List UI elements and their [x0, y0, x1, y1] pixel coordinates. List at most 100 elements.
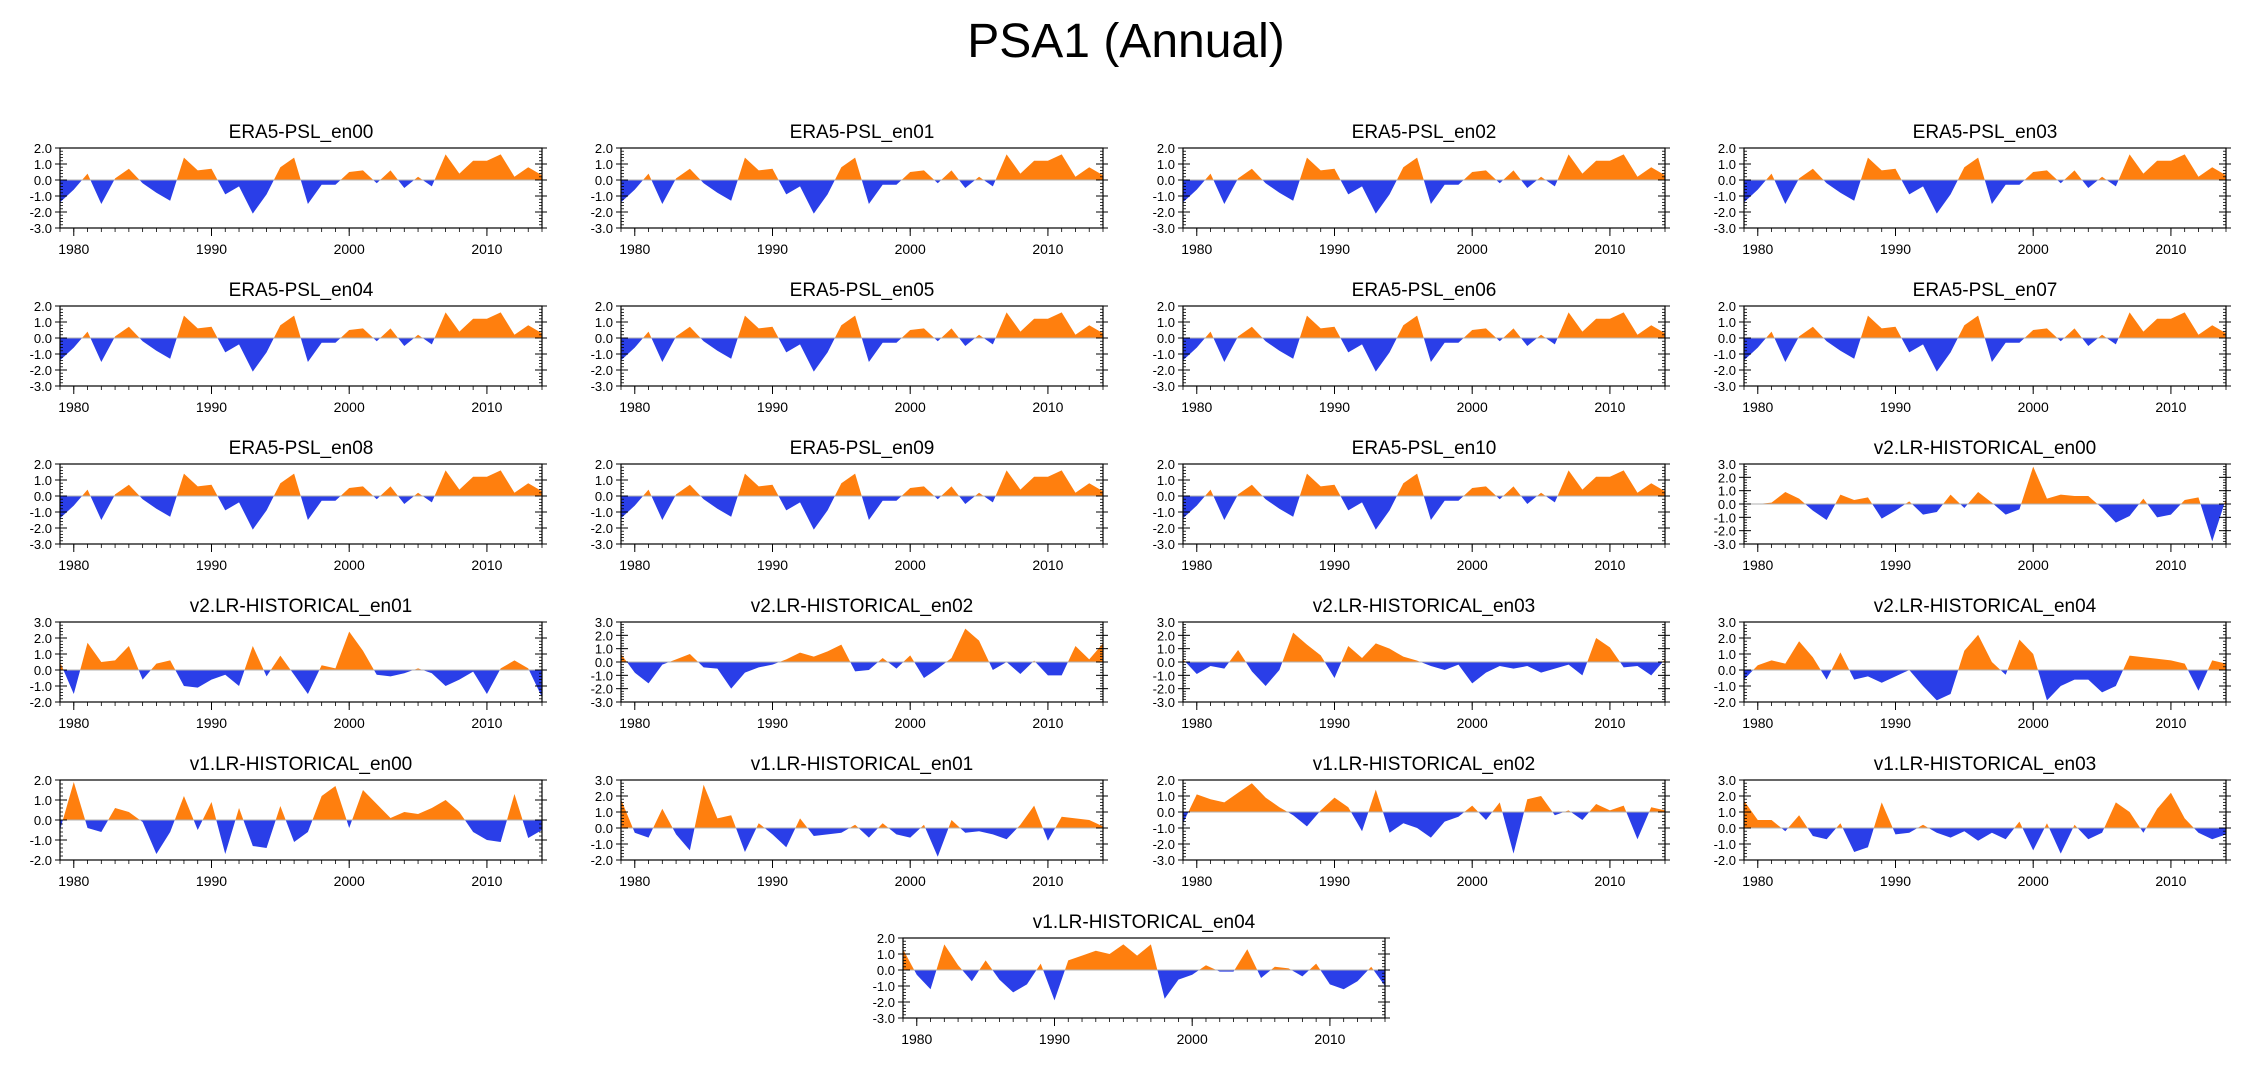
- y-tick-label: 0.0: [1157, 173, 1175, 188]
- panel-title: ERA5-PSL_en07: [1913, 280, 2058, 301]
- y-tick-label: -3.0: [591, 379, 613, 394]
- y-tick-label: 1.0: [1157, 157, 1175, 172]
- x-tick-label: 2000: [1457, 873, 1488, 889]
- positive-area: [60, 782, 542, 820]
- x-tick-label: 2000: [2018, 557, 2049, 573]
- chart-panel: v1.LR-HISTORICAL_en00 2.0 1.0 0.0 -1.0 -2.0 19…: [30, 754, 547, 889]
- positive-area: [1744, 792, 2226, 828]
- positive-area: [60, 631, 542, 670]
- negative-area: [621, 662, 1103, 689]
- y-tick-label: 0.0: [595, 821, 613, 836]
- y-tick-label: -2.0: [1714, 363, 1736, 378]
- positive-area: [621, 312, 1103, 338]
- y-tick-label: 1.0: [1718, 157, 1736, 172]
- x-tick-label: 1990: [1880, 399, 1911, 415]
- negative-area: [60, 338, 542, 372]
- x-tick-label: 1990: [196, 399, 227, 415]
- chart-panel: v2.LR-HISTORICAL_en01 3.02.01.00.0-1.0-2.…: [30, 596, 547, 731]
- x-tick-label: 1980: [1742, 715, 1773, 731]
- panel-title: v1.LR-HISTORICAL_en04: [1033, 912, 1256, 933]
- y-tick-label: 1.0: [1157, 789, 1175, 804]
- positive-area: [1744, 466, 2226, 504]
- positive-area: [60, 312, 542, 338]
- positive-area: [903, 944, 1385, 970]
- y-tick-label: -1.0: [1153, 347, 1175, 362]
- negative-area: [1744, 828, 2226, 854]
- x-tick-label: 2010: [1032, 399, 1063, 415]
- y-tick-label: 0.0: [1718, 663, 1736, 678]
- y-tick-label: 0.0: [1157, 489, 1175, 504]
- x-tick-label: 1980: [58, 241, 89, 257]
- y-tick-label: 1.0: [595, 805, 613, 820]
- y-tick-label: 3.0: [1157, 615, 1175, 630]
- y-tick-label: -3.0: [30, 221, 52, 236]
- y-tick-label: -1.0: [1714, 837, 1736, 852]
- x-tick-label: 1980: [58, 557, 89, 573]
- x-tick-label: 2000: [334, 715, 365, 731]
- y-tick-label: -2.0: [591, 682, 613, 697]
- y-tick-label: -2.0: [1153, 205, 1175, 220]
- y-tick-label: -3.0: [1153, 379, 1175, 394]
- x-tick-label: 2010: [1032, 873, 1063, 889]
- negative-area: [1744, 180, 2226, 214]
- x-tick-label: 1990: [196, 557, 227, 573]
- y-tick-label: 2.0: [595, 628, 613, 643]
- x-tick-label: 1980: [619, 557, 650, 573]
- panel-title: v2.LR-HISTORICAL_en00: [1874, 438, 2096, 459]
- y-tick-label: 3.0: [1718, 457, 1736, 472]
- y-tick-label: 1.0: [34, 315, 52, 330]
- y-tick-label: 0.0: [595, 655, 613, 670]
- y-tick-label: 2.0: [1718, 299, 1736, 314]
- y-tick-label: 0.0: [34, 663, 52, 678]
- y-tick-label: 2.0: [595, 457, 613, 472]
- y-tick-label: -1.0: [591, 505, 613, 520]
- y-tick-label: 0.0: [1718, 497, 1736, 512]
- positive-area: [621, 628, 1103, 662]
- y-tick-label: -3.0: [30, 379, 52, 394]
- y-tick-label: 3.0: [1718, 773, 1736, 788]
- panel-title: ERA5-PSL_en04: [229, 280, 374, 301]
- y-tick-label: -2.0: [30, 695, 52, 710]
- negative-area: [1744, 338, 2226, 372]
- y-tick-label: -2.0: [1714, 695, 1736, 710]
- y-tick-label: 2.0: [595, 299, 613, 314]
- y-tick-label: -1.0: [1714, 510, 1736, 525]
- x-tick-label: 1980: [901, 1031, 932, 1047]
- positive-area: [621, 470, 1103, 496]
- y-tick-label: -1.0: [1153, 821, 1175, 836]
- x-tick-label: 1990: [757, 557, 788, 573]
- positive-area: [1183, 312, 1665, 338]
- y-tick-label: -3.0: [591, 695, 613, 710]
- negative-area: [60, 180, 542, 214]
- positive-area: [60, 470, 542, 496]
- x-tick-label: 2010: [1032, 241, 1063, 257]
- y-tick-label: 0.0: [1718, 173, 1736, 188]
- chart-panel: v2.LR-HISTORICAL_en03 3.02.01.00.0-1.0-2.…: [1153, 596, 1670, 731]
- y-tick-label: 0.0: [877, 963, 895, 978]
- plot-frame: [1743, 147, 2227, 229]
- y-tick-label: -1.0: [873, 979, 895, 994]
- x-tick-label: 1990: [1880, 557, 1911, 573]
- chart-panel: v1.LR-HISTORICAL_en02 2.01.00.0-1.0-2.0-3…: [1153, 754, 1670, 889]
- y-tick-label: 1.0: [1157, 642, 1175, 657]
- x-tick-label: 2010: [2155, 557, 2186, 573]
- x-tick-label: 2000: [334, 241, 365, 257]
- negative-area: [1744, 670, 2226, 701]
- y-tick-label: -1.0: [30, 833, 52, 848]
- chart-panel: ERA5-PSL_en01 2.01.00.0-1.0-2.0-3.0 1980 19…: [591, 122, 1108, 257]
- panel-title: v2.LR-HISTORICAL_en02: [751, 596, 973, 617]
- chart-panel: v2.LR-HISTORICAL_en02 3.02.01.00.0-1.0-2.…: [591, 596, 1108, 731]
- plot-frame: [620, 147, 1104, 229]
- y-tick-label: 1.0: [1718, 315, 1736, 330]
- y-tick-label: 2.0: [1718, 789, 1736, 804]
- y-tick-label: 2.0: [1718, 631, 1736, 646]
- panel-title: ERA5-PSL_en02: [1352, 122, 1497, 143]
- plot-frame: [1182, 463, 1666, 545]
- positive-area: [1183, 632, 1665, 662]
- x-tick-label: 2010: [1594, 873, 1625, 889]
- negative-area: [1183, 338, 1665, 372]
- y-tick-label: 2.0: [1157, 299, 1175, 314]
- y-tick-label: 0.0: [34, 813, 52, 828]
- x-tick-label: 2010: [2155, 873, 2186, 889]
